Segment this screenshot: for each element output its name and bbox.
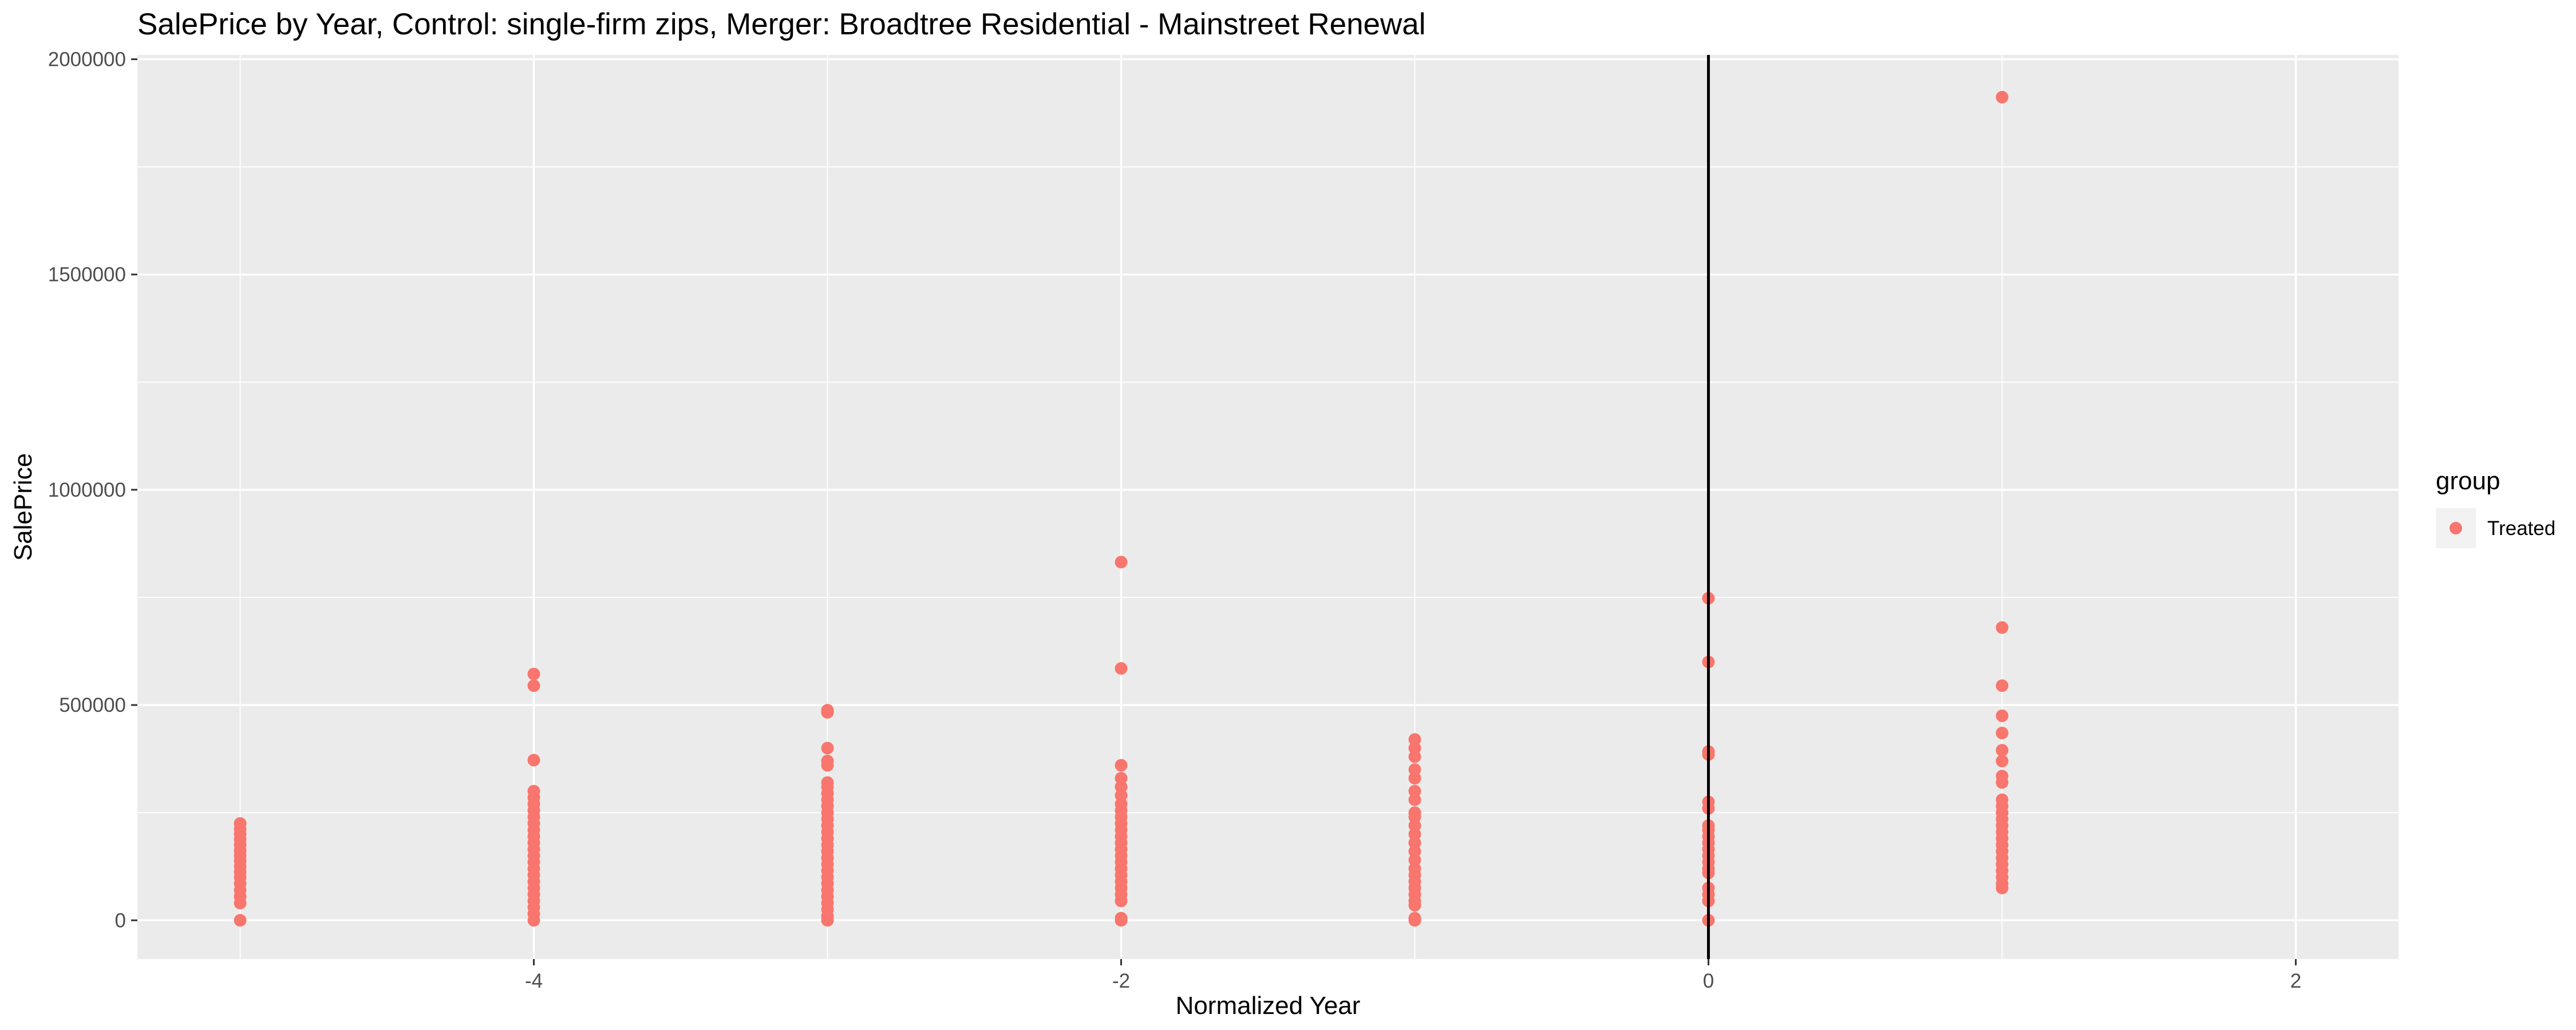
y-tick-label: 1500000 bbox=[48, 264, 126, 286]
data-point bbox=[1996, 679, 2009, 692]
data-point bbox=[1115, 781, 1128, 794]
y-tick-label: 1000000 bbox=[48, 479, 126, 501]
data-point bbox=[821, 776, 834, 789]
data-point bbox=[1408, 853, 1421, 866]
data-point bbox=[1408, 862, 1421, 875]
data-point bbox=[1408, 806, 1421, 819]
y-tick-label: 2000000 bbox=[48, 49, 126, 71]
data-point bbox=[1408, 772, 1421, 785]
data-point bbox=[1115, 798, 1128, 811]
data-point bbox=[1408, 793, 1421, 806]
data-point bbox=[1996, 621, 2009, 634]
x-tick-label: -2 bbox=[1112, 970, 1130, 992]
data-point bbox=[1408, 750, 1421, 763]
y-tick-label: 0 bbox=[115, 909, 126, 932]
x-axis: -4 -2 0 2 bbox=[525, 959, 2301, 992]
data-point bbox=[1408, 827, 1421, 841]
data-point bbox=[821, 754, 834, 767]
data-point bbox=[234, 817, 247, 830]
data-point bbox=[1408, 912, 1421, 925]
data-point bbox=[1996, 727, 2009, 739]
data-point bbox=[1115, 759, 1128, 772]
data-point bbox=[1408, 819, 1421, 832]
minor-gridlines bbox=[137, 55, 2399, 959]
data-point bbox=[1115, 662, 1128, 675]
legend: group Treated bbox=[2436, 467, 2555, 548]
data-point bbox=[1996, 770, 2009, 783]
data-point bbox=[1115, 912, 1128, 925]
data-point bbox=[1408, 785, 1421, 798]
plot-panel bbox=[137, 55, 2399, 959]
legend-label-treated: Treated bbox=[2487, 517, 2555, 540]
data-point bbox=[527, 785, 540, 798]
x-tick-label: 2 bbox=[2290, 970, 2301, 992]
legend-title: group bbox=[2436, 467, 2500, 495]
data-point bbox=[234, 914, 247, 927]
data-point bbox=[1408, 742, 1421, 755]
data-point bbox=[527, 754, 540, 767]
x-tick-label: 0 bbox=[1703, 970, 1714, 992]
data-point bbox=[821, 704, 834, 717]
data-point bbox=[1115, 556, 1128, 569]
y-tick-label: 500000 bbox=[59, 694, 126, 716]
legend-marker-treated bbox=[2449, 522, 2462, 534]
y-axis: 0 500000 1000000 1500000 2000000 bbox=[48, 49, 137, 932]
x-tick-label: -4 bbox=[525, 970, 543, 992]
data-point bbox=[1408, 836, 1421, 849]
data-point bbox=[1115, 789, 1128, 802]
data-point bbox=[821, 742, 834, 755]
chart-title: SalePrice by Year, Control: single-firm … bbox=[137, 7, 1426, 41]
data-point bbox=[1996, 90, 2009, 104]
data-point bbox=[1996, 744, 2009, 757]
data-point bbox=[1408, 845, 1421, 858]
data-point bbox=[527, 679, 540, 692]
data-point bbox=[527, 667, 540, 680]
data-point bbox=[1996, 754, 2009, 767]
data-point bbox=[1996, 709, 2009, 722]
data-point bbox=[1115, 772, 1128, 785]
data-point bbox=[1408, 763, 1421, 776]
x-axis-title: Normalized Year bbox=[1176, 992, 1361, 1020]
y-axis-title: SalePrice bbox=[9, 453, 37, 561]
data-point bbox=[1408, 733, 1421, 746]
data-point bbox=[1996, 793, 2009, 806]
